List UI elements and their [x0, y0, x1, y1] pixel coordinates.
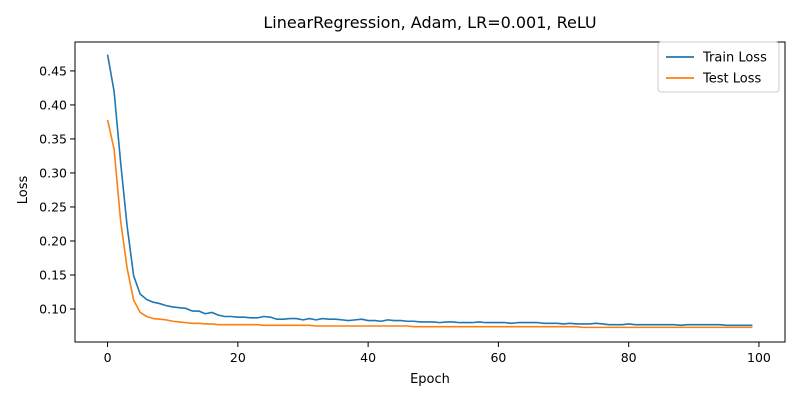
x-tick-label: 100	[747, 350, 771, 365]
y-tick-label: 0.10	[39, 302, 67, 317]
x-tick-label: 80	[621, 350, 637, 365]
y-tick-label: 0.15	[39, 267, 67, 282]
x-tick-label: 40	[360, 350, 376, 365]
series-line-train-loss	[106, 54, 753, 327]
legend-label: Test Loss	[702, 72, 761, 87]
axes-frame	[74, 41, 786, 343]
series-line-test-loss	[106, 119, 753, 329]
y-tick-label: 0.25	[39, 199, 67, 214]
y-axis-label: Loss	[16, 176, 31, 205]
y-tick-label: 0.35	[39, 131, 67, 146]
x-axis-label: Epoch	[410, 372, 450, 387]
y-tick-label: 0.30	[39, 165, 67, 180]
y-tick-label: 0.20	[39, 233, 67, 248]
plot-area: 0 20 40 60 80 100 0.10 0.15 0.20 0.25 0.30 0.35 0.40…	[39, 41, 786, 365]
chart-title: LinearRegression, Adam, LR=0.001, ReLU	[263, 13, 596, 32]
y-tick-label: 0.40	[39, 97, 67, 112]
x-tick-label: 20	[230, 350, 246, 365]
legend-label: Train Loss	[702, 51, 767, 66]
legend-box	[657, 41, 780, 93]
x-tick-label: 0	[104, 350, 112, 365]
legend: Train Loss Test Loss	[657, 41, 780, 93]
x-tick-label: 60	[490, 350, 506, 365]
y-tick-label: 0.45	[39, 63, 67, 78]
